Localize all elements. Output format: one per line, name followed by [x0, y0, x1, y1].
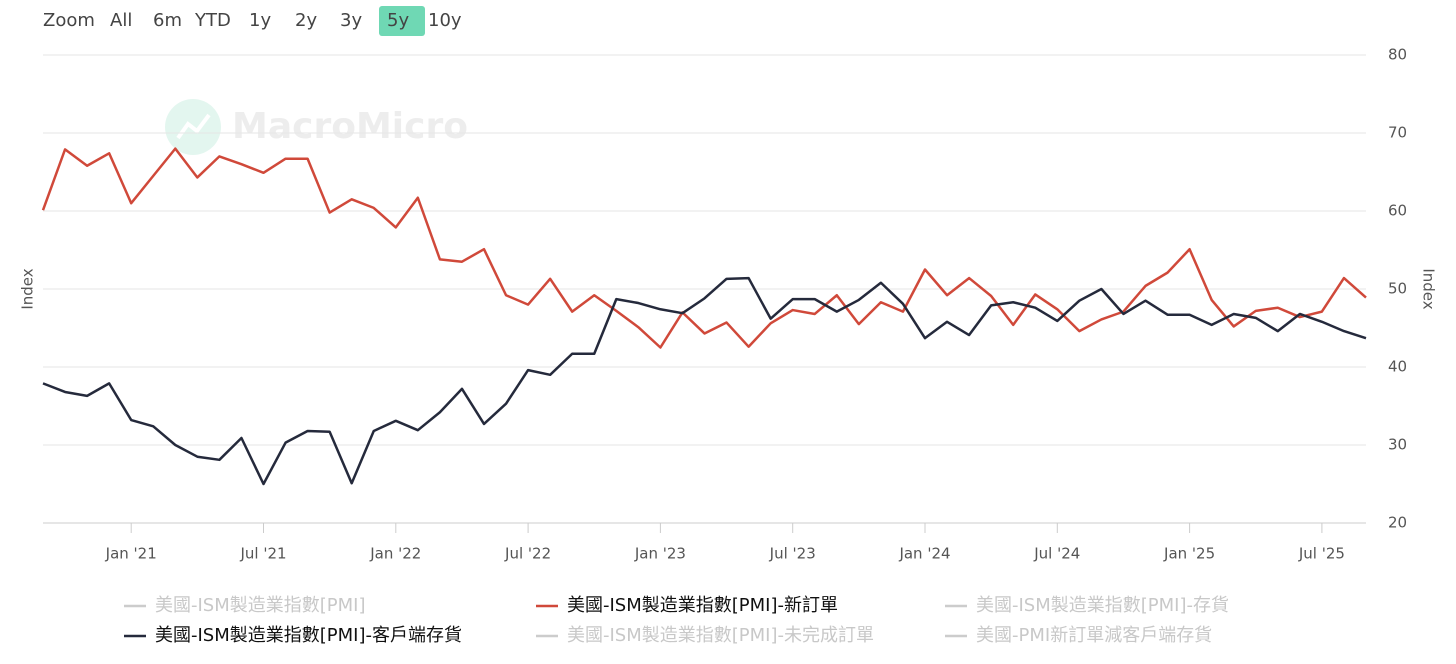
range-button-label[interactable]: 3y [340, 10, 362, 31]
y-tick-label: 60 [1388, 202, 1407, 220]
legend-label[interactable]: 美國-ISM製造業指數[PMI] [155, 595, 366, 616]
x-tick-label: Jul '22 [504, 545, 551, 563]
x-tick-label: Jan '25 [1163, 545, 1215, 563]
y-tick-label: 40 [1388, 358, 1407, 376]
range-button-label[interactable]: All [110, 10, 132, 31]
legend-item[interactable]: 美國-ISM製造業指數[PMI]-未完成訂單 [536, 625, 874, 646]
legend-item[interactable]: 美國-ISM製造業指數[PMI]-新訂單 [536, 595, 838, 616]
series-line [42, 276, 1367, 486]
legend-label[interactable]: 美國-PMI新訂單減客戶端存貨 [976, 625, 1212, 646]
y-tick-label: 50 [1388, 280, 1407, 298]
range-button[interactable]: 2y [295, 10, 317, 31]
legend-item[interactable]: 美國-ISM製造業指數[PMI]-存貨 [945, 595, 1229, 616]
series-line [41, 147, 1367, 349]
x-tick-label: Jan '22 [369, 545, 421, 563]
y-tick-label: 80 [1388, 46, 1407, 64]
y-tick-label: 70 [1388, 124, 1407, 142]
y-tick-label: 30 [1388, 436, 1407, 454]
range-button[interactable]: 1y [249, 10, 271, 31]
legend-item[interactable]: 美國-ISM製造業指數[PMI]-客戶端存貨 [124, 625, 462, 646]
watermark: MacroMicro [165, 99, 468, 155]
x-tick-label: Jul '21 [239, 545, 286, 563]
legend-label[interactable]: 美國-ISM製造業指數[PMI]-新訂單 [567, 595, 838, 616]
zoom-label: Zoom [43, 10, 95, 31]
range-button[interactable]: 3y [340, 10, 362, 31]
range-button[interactable]: 5y [379, 6, 425, 36]
range-button[interactable]: YTD [194, 10, 231, 31]
legend-label[interactable]: 美國-ISM製造業指數[PMI]-客戶端存貨 [155, 625, 462, 646]
legend-label[interactable]: 美國-ISM製造業指數[PMI]-存貨 [976, 595, 1229, 616]
watermark-text: MacroMicro [232, 106, 468, 147]
range-button-active-bg[interactable] [379, 6, 425, 36]
x-tick-label: Jul '25 [1298, 545, 1345, 563]
range-button-label[interactable]: 6m [153, 10, 182, 31]
legend-item[interactable]: 美國-ISM製造業指數[PMI] [124, 595, 366, 616]
range-button[interactable]: 10y [428, 10, 462, 31]
legend-item[interactable]: 美國-PMI新訂單減客戶端存貨 [945, 625, 1212, 646]
y-axis-title: Index [19, 268, 37, 309]
x-tick-label: Jul '24 [1033, 545, 1080, 563]
x-tick-label: Jul '23 [769, 545, 816, 563]
range-button-label[interactable]: 5y [387, 10, 409, 31]
x-tick-label: Jan '21 [105, 545, 157, 563]
legend-label[interactable]: 美國-ISM製造業指數[PMI]-未完成訂單 [567, 625, 874, 646]
range-button-label[interactable]: YTD [194, 10, 231, 31]
x-tick-label: Jan '24 [898, 545, 950, 563]
y-tick-label: 20 [1388, 514, 1407, 532]
range-button-label[interactable]: 2y [295, 10, 317, 31]
range-button-label[interactable]: 1y [249, 10, 271, 31]
x-tick-label: Jan '23 [634, 545, 686, 563]
range-button[interactable]: All [110, 10, 132, 31]
range-button-label[interactable]: 10y [428, 10, 462, 31]
range-button[interactable]: 6m [153, 10, 182, 31]
y-axis-title-right: Index [1420, 268, 1438, 309]
